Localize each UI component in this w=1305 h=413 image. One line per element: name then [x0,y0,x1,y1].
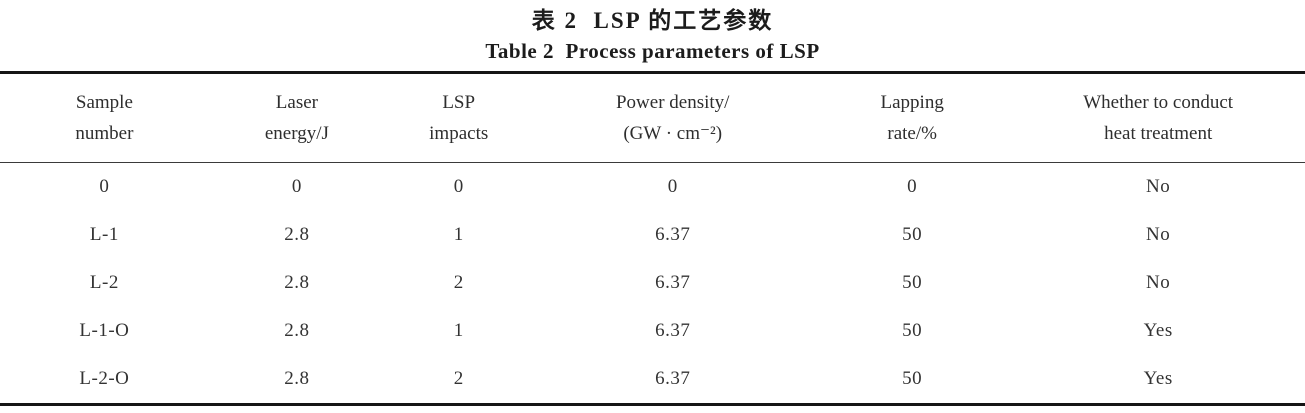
table-title-english: Table 2 Process parameters of LSP [485,39,820,63]
column-header-sample-number: Sample number [0,72,209,163]
cell-sample-number: 0 [99,176,110,197]
cell-sample-number: L-1-O [79,320,130,341]
cell-lapping-rate: 0 [907,176,918,197]
header-line: heat treatment [1104,123,1213,144]
cell-lapping-rate: 50 [902,320,923,341]
cell-sample-number: L-2 [89,272,119,293]
header-line: rate/% [887,123,937,144]
cell-lapping-rate: 50 [902,368,923,389]
column-header-lapping-rate: Lapping rate/% [812,72,1012,163]
header-line: Whether to conduct [1083,92,1234,113]
header-line: energy/J [264,123,329,144]
cell-lapping-rate: 50 [902,224,923,245]
table-row: L-2 2.8 2 6.37 50 No [0,259,1305,307]
cell-power-density: 6.37 [655,320,691,341]
table-title-chinese: 表 2 LSP 的工艺参数 [531,8,774,33]
cell-lsp-impacts: 0 [453,176,464,197]
column-header-power-density: Power density/ (GW · cm⁻²) [532,72,813,163]
cell-sample-number: L-1 [89,224,119,245]
cell-lsp-impacts: 1 [453,320,464,341]
cell-heat-treatment: No [1146,176,1171,197]
table-row: L-1 2.8 1 6.37 50 No [0,211,1305,259]
header-line: Sample [75,92,133,113]
header-line: Power density/ [615,92,730,113]
column-header-heat-treatment: Whether to conduct heat treatment [1011,72,1305,163]
cell-heat-treatment: No [1146,224,1171,245]
cell-lsp-impacts: 1 [453,224,464,245]
header-line: number [75,123,134,144]
cell-heat-treatment: No [1146,272,1171,293]
cell-laser-energy: 0 [291,176,302,197]
header-line: LSP [442,92,476,113]
cell-laser-energy: 2.8 [284,368,310,389]
process-parameters-table: Sample number Laser energy/J LSP impacts… [0,71,1305,406]
header-line: Lapping [880,92,944,113]
cell-lsp-impacts: 2 [453,368,464,389]
cell-laser-energy: 2.8 [284,224,310,245]
header-line: impacts [429,123,489,144]
table-caption: 表 2 LSP 的工艺参数 Table 2 Process parameters… [0,0,1305,67]
cell-heat-treatment: Yes [1143,320,1173,341]
cell-lsp-impacts: 2 [453,272,464,293]
header-line: (GW · cm⁻²) [623,123,723,144]
cell-power-density: 6.37 [655,368,691,389]
column-header-lsp-impacts: LSP impacts [384,72,533,163]
cell-laser-energy: 2.8 [284,272,310,293]
cell-power-density: 0 [667,176,678,197]
header-line: Laser [275,92,318,113]
header-row: Sample number Laser energy/J LSP impacts… [0,72,1305,163]
cell-sample-number: L-2-O [79,368,130,389]
cell-power-density: 6.37 [655,272,691,293]
cell-power-density: 6.37 [655,224,691,245]
table-row: L-2-O 2.8 2 6.37 50 Yes [0,355,1305,405]
table-row: L-1-O 2.8 1 6.37 50 Yes [0,307,1305,355]
table-row: 0 0 0 0 0 No [0,163,1305,212]
cell-laser-energy: 2.8 [284,320,310,341]
column-header-laser-energy: Laser energy/J [208,72,385,163]
cell-heat-treatment: Yes [1143,368,1173,389]
cell-lapping-rate: 50 [902,272,923,293]
